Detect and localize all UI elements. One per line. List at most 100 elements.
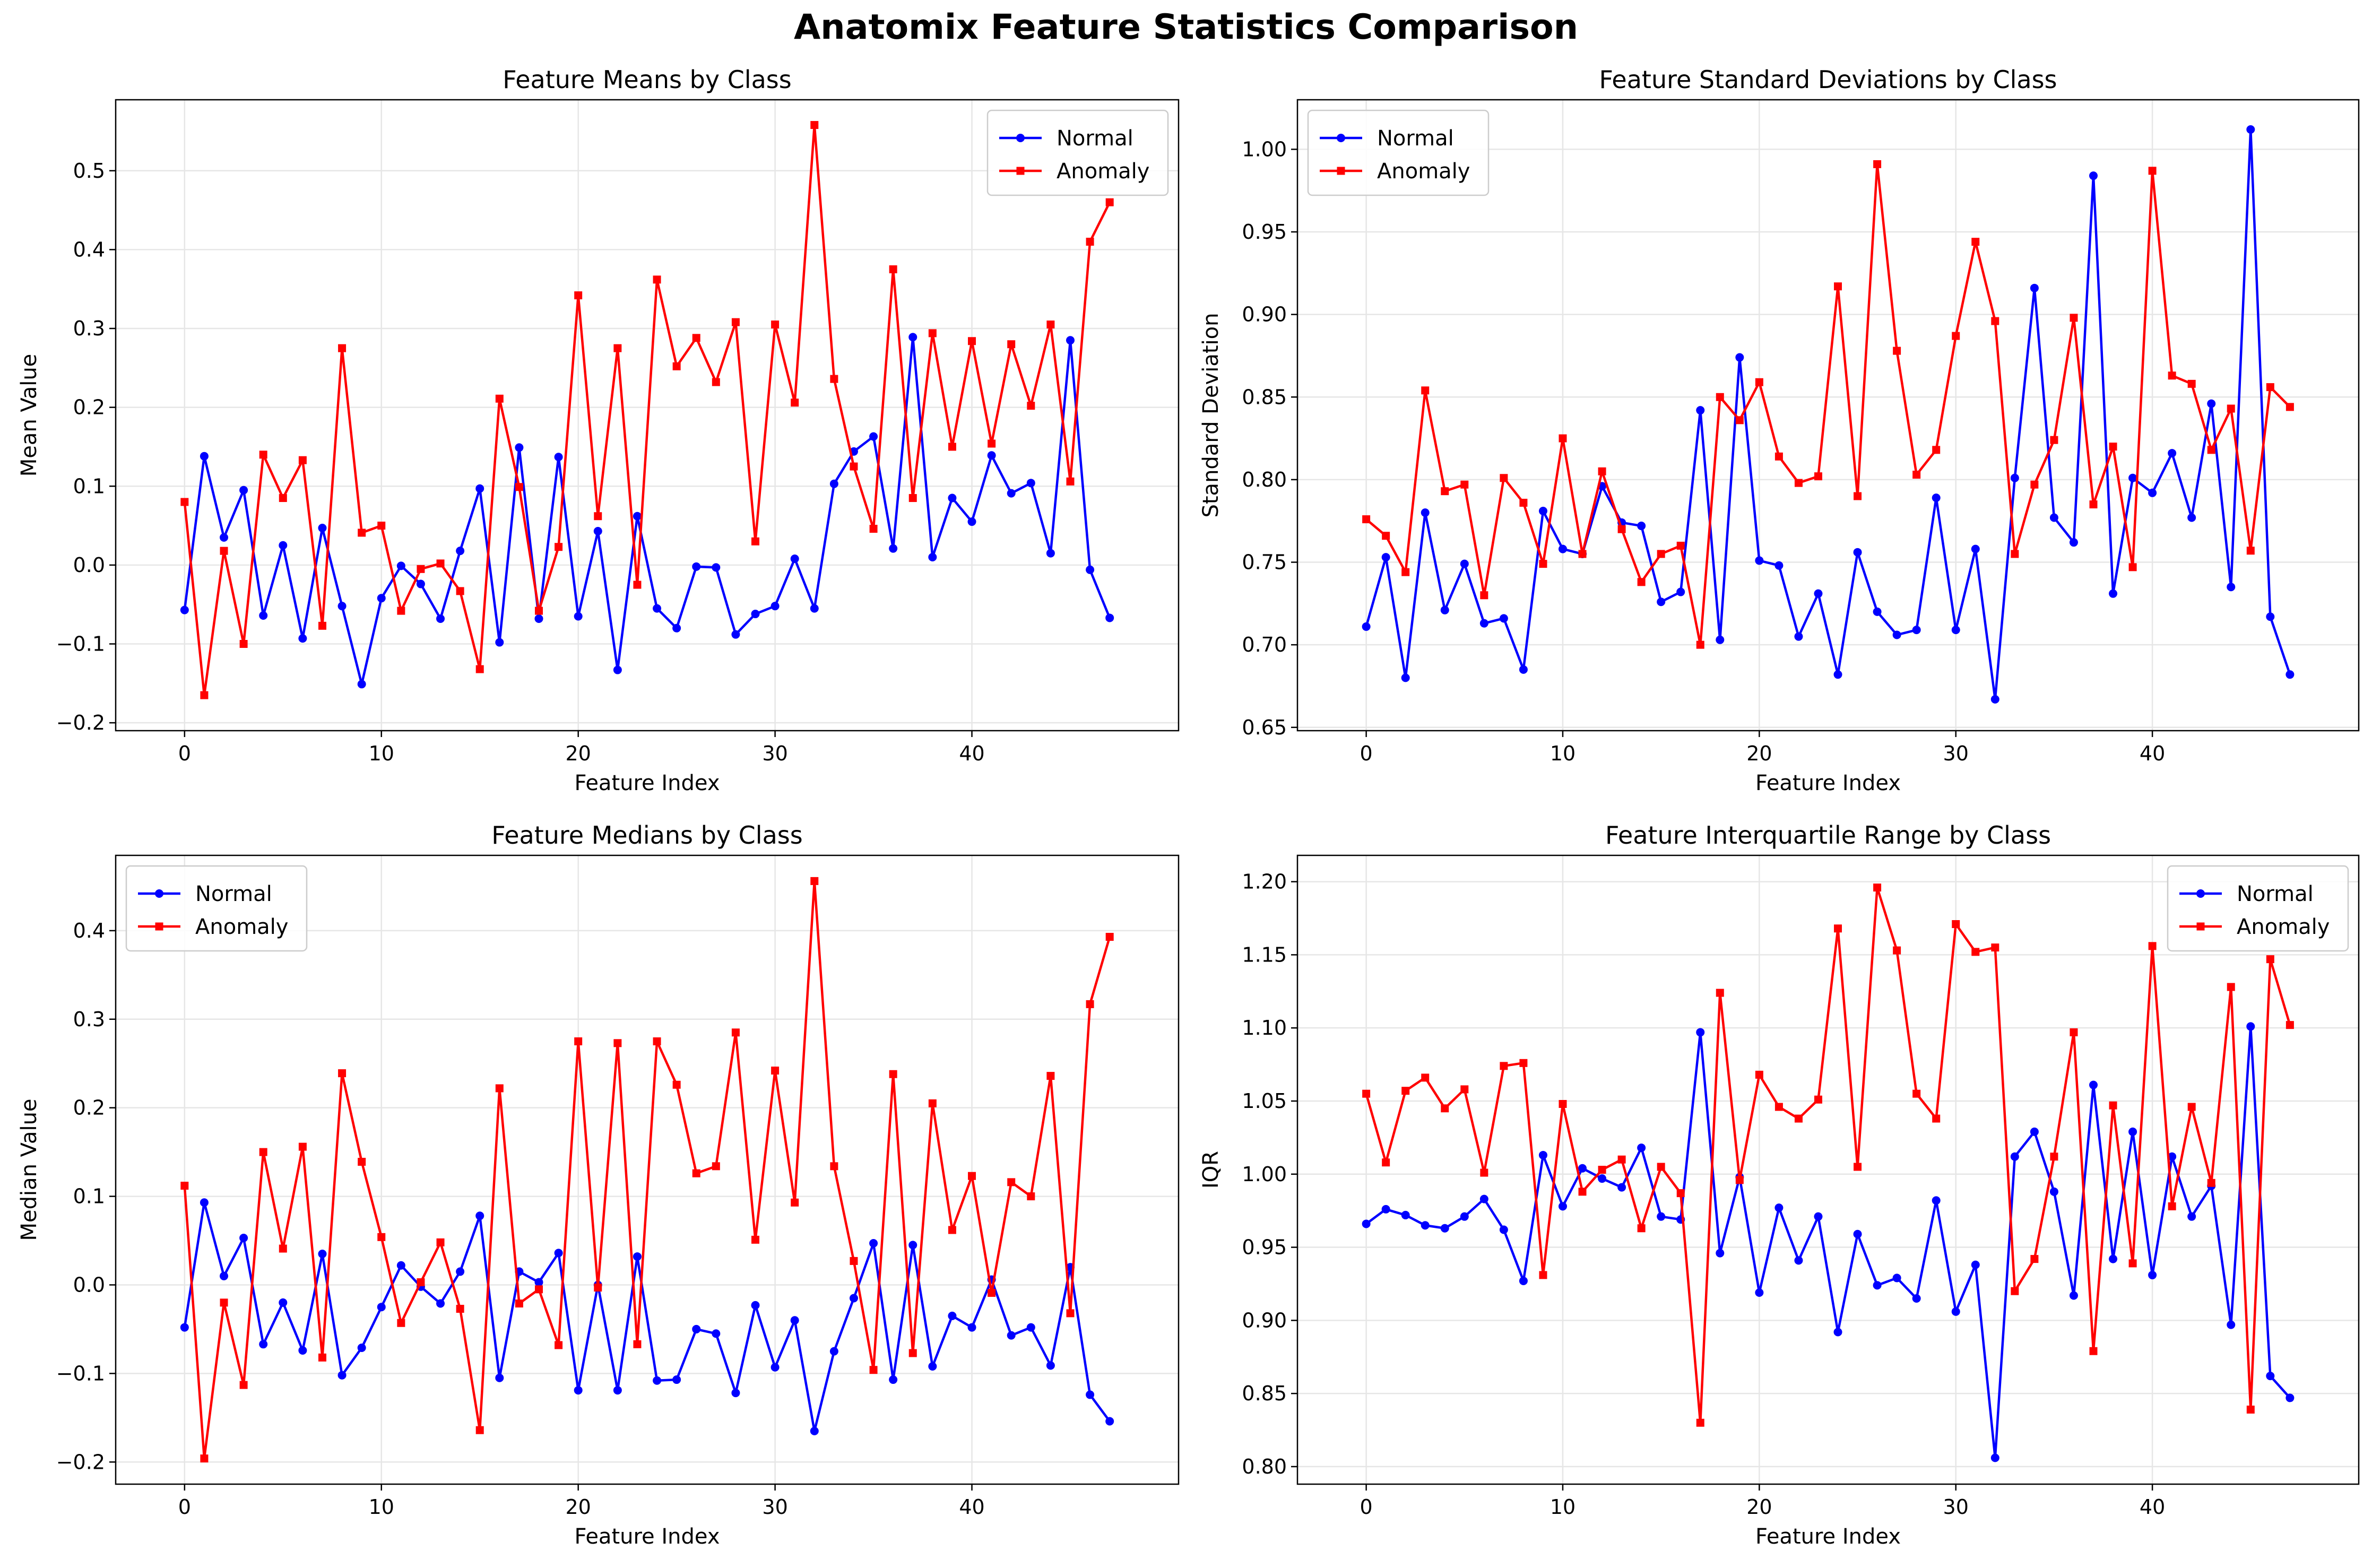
point-anomaly <box>1578 1188 1587 1196</box>
figure-title: Anatomix Feature Statistics Comparison <box>794 7 1578 47</box>
point-normal <box>633 1252 642 1261</box>
point-anomaly <box>1500 1062 1508 1070</box>
point-normal <box>2109 1254 2118 1263</box>
point-normal <box>790 554 799 563</box>
y-tick-label: 0.3 <box>73 317 105 340</box>
point-anomaly <box>1716 393 1724 401</box>
point-anomaly <box>1086 1000 1094 1008</box>
point-anomaly <box>988 439 996 448</box>
point-anomaly <box>298 1142 307 1151</box>
x-tick-label: 0 <box>178 742 191 765</box>
point-anomaly <box>1401 568 1410 576</box>
point-normal <box>1538 1150 1547 1159</box>
point-anomaly <box>1637 1224 1646 1233</box>
x-tick-label: 40 <box>2140 742 2165 765</box>
point-normal <box>653 1376 662 1385</box>
point-normal <box>239 1234 248 1243</box>
x-tick-label: 30 <box>1943 1495 1969 1519</box>
point-anomaly <box>2070 314 2078 322</box>
point-anomaly <box>2109 443 2117 451</box>
point-normal <box>2187 513 2196 522</box>
point-anomaly <box>1460 480 1469 489</box>
chart-panel-iqr: 0 10 20 30 40 0.80 0.85 0.90 0.95 1.00 1.05 1.10 1.1… <box>1199 821 2360 1549</box>
point-anomaly <box>889 1070 897 1078</box>
point-normal <box>2010 473 2019 482</box>
point-normal <box>751 1301 760 1310</box>
point-anomaly <box>771 1067 780 1075</box>
point-normal <box>1657 1212 1666 1221</box>
point-normal <box>1401 673 1410 682</box>
point-anomaly <box>968 337 976 345</box>
point-normal <box>396 561 405 570</box>
point-normal <box>220 1271 229 1280</box>
point-anomaly <box>1086 238 1094 246</box>
legend: Normal Anomaly <box>1307 109 1490 196</box>
point-anomaly <box>1991 943 1999 952</box>
y-tick-label: 0.0 <box>73 553 105 577</box>
point-normal <box>279 1298 288 1307</box>
point-anomaly <box>515 483 523 491</box>
point-anomaly <box>2227 404 2235 413</box>
series-line-anomaly <box>1365 163 2291 646</box>
point-anomaly <box>731 318 740 326</box>
legend-marker <box>2196 922 2205 931</box>
y-tick-label: 0.90 <box>1242 1309 1287 1332</box>
point-anomaly <box>1657 1163 1665 1171</box>
point-anomaly <box>1873 883 1882 892</box>
point-anomaly <box>515 1300 523 1308</box>
point-anomaly <box>1912 1089 1921 1098</box>
point-anomaly <box>1971 948 1980 956</box>
point-anomaly <box>1598 467 1606 475</box>
point-normal <box>1026 479 1035 488</box>
y-tick-label: 0.90 <box>1242 303 1287 326</box>
point-normal <box>712 563 721 572</box>
point-normal <box>731 630 740 639</box>
y-tick-label: 0.85 <box>1242 1382 1287 1405</box>
axes-frame <box>1296 854 2360 1485</box>
point-anomaly <box>1696 1418 1704 1427</box>
point-normal <box>1381 553 1390 562</box>
point-anomaly <box>751 1235 760 1244</box>
x-tick-label: 30 <box>1943 742 1969 765</box>
point-anomaly <box>1932 446 1941 454</box>
point-normal <box>495 638 504 647</box>
y-tick-label: 0.2 <box>73 1096 105 1120</box>
point-normal <box>1755 1288 1764 1297</box>
axes-frame <box>115 854 1180 1485</box>
point-normal <box>318 524 327 533</box>
x-tick-label: 30 <box>762 742 787 765</box>
point-anomaly <box>2030 480 2039 489</box>
point-anomaly <box>318 1353 326 1362</box>
point-normal <box>1421 508 1430 517</box>
point-normal <box>849 1294 858 1303</box>
point-anomaly <box>1559 434 1567 443</box>
point-anomaly <box>1105 933 1114 941</box>
point-anomaly <box>1519 1059 1528 1067</box>
point-anomaly <box>633 1340 642 1348</box>
point-normal <box>829 479 838 488</box>
y-tick-label: 0.1 <box>73 474 105 498</box>
point-normal <box>1657 597 1666 607</box>
point-anomaly <box>1046 320 1055 329</box>
point-anomaly <box>1421 386 1430 395</box>
point-normal <box>2089 1080 2098 1089</box>
point-normal <box>1007 489 1016 498</box>
point-normal <box>1559 544 1567 553</box>
series-line-normal <box>183 1201 1111 1433</box>
point-anomaly <box>220 1298 228 1307</box>
point-anomaly <box>2050 436 2058 444</box>
series-line-normal <box>1365 1025 2291 1459</box>
point-normal <box>298 634 307 643</box>
x-tick-label: 20 <box>1746 742 1772 765</box>
point-anomaly <box>1774 452 1783 461</box>
point-anomaly <box>1854 492 1862 500</box>
point-normal <box>1519 1276 1528 1285</box>
point-normal <box>475 1211 484 1220</box>
y-tick-label: 1.05 <box>1242 1089 1287 1113</box>
x-tick-label: 20 <box>565 742 591 765</box>
point-normal <box>790 1316 799 1325</box>
point-normal <box>1007 1331 1016 1340</box>
point-anomaly <box>1834 924 1842 933</box>
point-anomaly <box>1598 1166 1606 1174</box>
point-anomaly <box>850 462 858 471</box>
